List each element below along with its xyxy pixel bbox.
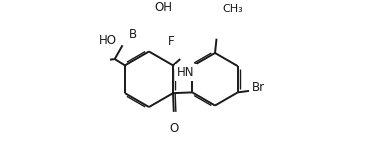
- Text: B: B: [129, 29, 137, 42]
- Text: HN: HN: [177, 66, 195, 79]
- Text: O: O: [169, 122, 178, 135]
- Text: HO: HO: [99, 34, 117, 47]
- Text: F: F: [168, 35, 174, 48]
- Text: Br: Br: [252, 81, 265, 94]
- Text: OH: OH: [154, 1, 172, 14]
- Text: CH₃: CH₃: [222, 4, 243, 14]
